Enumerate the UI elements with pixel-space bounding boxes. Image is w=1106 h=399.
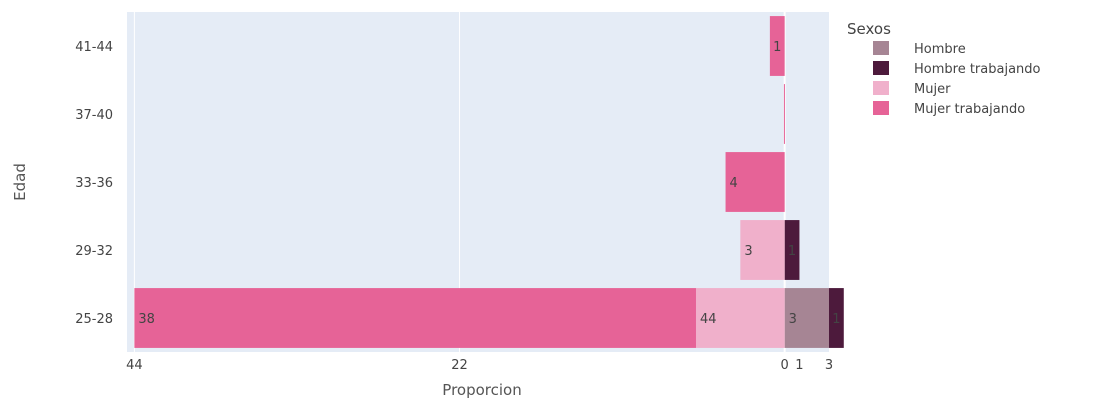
x-axis-title: Proporcion (442, 381, 521, 399)
legend-swatch (873, 41, 889, 55)
x-tick-label: 22 (451, 358, 468, 373)
bar-segment (740, 220, 785, 280)
bar-segment (784, 220, 800, 280)
legend-swatch (873, 61, 889, 75)
bar-label: 1 (832, 312, 840, 327)
bar-label: 38 (138, 312, 155, 327)
bar-label: 1 (788, 244, 796, 259)
bar-labels: 3 1 44 38 1 3 4 1 (138, 40, 840, 327)
legend-item: Hombre (914, 42, 966, 57)
y-axis-title: Edad (11, 163, 29, 201)
bar-segment (769, 16, 785, 76)
legend-swatch (873, 81, 889, 95)
bar-label: 3 (789, 312, 797, 327)
x-tick-label: 0 (781, 358, 789, 373)
y-tick-label: 25-28 (75, 312, 113, 327)
y-tick-labels: 25-28 29-32 33-36 37-40 41-44 (75, 40, 113, 327)
y-tick-label: 29-32 (75, 244, 113, 259)
bar-segment (134, 288, 696, 348)
x-tick-label: 44 (126, 358, 143, 373)
legend-item: Hombre trabajando (914, 62, 1041, 77)
legend: Sexos Hombre Hombre trabajando Mujer Mujer … (847, 20, 1041, 117)
x-tick-labels: 44 22 0 1 3 (126, 358, 833, 373)
legend-title: Sexos (847, 20, 891, 38)
bar-label: 3 (744, 244, 752, 259)
bar-segment (783, 84, 785, 144)
legend-item: Mujer trabajando (914, 102, 1025, 117)
bars (134, 16, 844, 348)
bar-label: 1 (773, 40, 781, 55)
x-tick-label: 1 (795, 358, 803, 373)
y-tick-label: 41-44 (75, 40, 113, 55)
legend-swatch (873, 101, 889, 115)
bar-segment (829, 288, 844, 348)
x-tick-label: 3 (825, 358, 833, 373)
bar-label: 44 (700, 312, 717, 327)
bar-segment (725, 152, 785, 212)
legend-item: Mujer (914, 82, 951, 97)
bar-segment (784, 288, 829, 348)
y-tick-label: 33-36 (75, 176, 113, 191)
y-tick-label: 37-40 (75, 108, 113, 123)
bar-label: 4 (730, 176, 738, 191)
bar-segment (695, 288, 785, 348)
